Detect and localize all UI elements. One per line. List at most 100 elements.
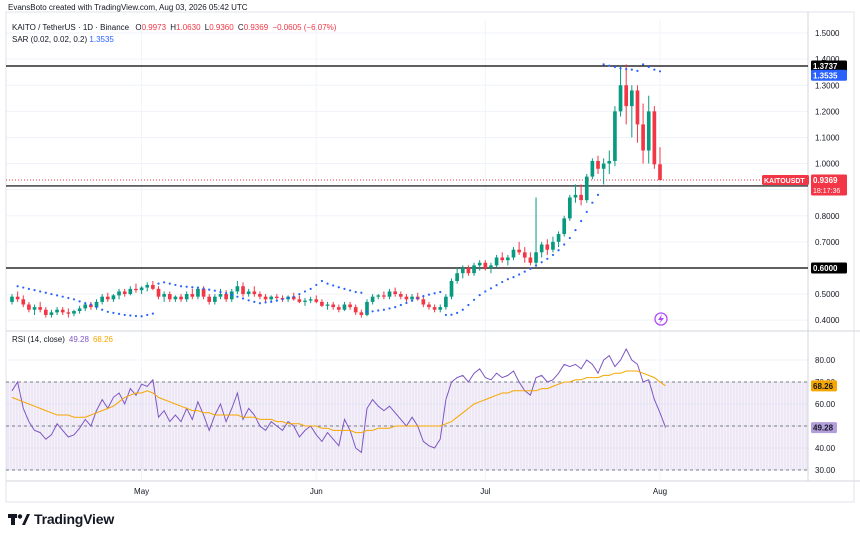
candle-body[interactable] xyxy=(506,257,510,261)
candle-body[interactable] xyxy=(331,304,336,308)
candle-body[interactable] xyxy=(55,309,59,313)
candle-body[interactable] xyxy=(117,291,121,296)
candle-body[interactable] xyxy=(190,294,195,297)
candle-body[interactable] xyxy=(252,291,257,295)
candle-body[interactable] xyxy=(325,304,330,306)
candle-body[interactable] xyxy=(500,257,505,261)
candle-body[interactable] xyxy=(590,160,595,177)
candle-body[interactable] xyxy=(128,288,133,295)
candle-body[interactable] xyxy=(77,308,82,312)
candle-body[interactable] xyxy=(404,296,409,300)
candle-body[interactable] xyxy=(207,296,212,302)
candle-body[interactable] xyxy=(184,294,189,300)
candle-body[interactable] xyxy=(376,295,381,297)
candle-body[interactable] xyxy=(111,295,116,300)
candle-body[interactable] xyxy=(551,241,555,250)
candle-body[interactable] xyxy=(387,291,392,297)
candle-body[interactable] xyxy=(511,249,516,258)
candle-body[interactable] xyxy=(641,124,645,151)
candle-body[interactable] xyxy=(308,299,313,301)
candle-body[interactable] xyxy=(410,296,414,300)
candle-body[interactable] xyxy=(562,218,567,235)
candle-body[interactable] xyxy=(89,304,93,308)
candle-body[interactable] xyxy=(10,296,14,302)
candle-body[interactable] xyxy=(601,163,606,169)
candle-body[interactable] xyxy=(72,311,76,314)
candle-body[interactable] xyxy=(258,294,262,297)
candle-body[interactable] xyxy=(652,111,657,165)
candle-body[interactable] xyxy=(49,312,54,315)
candle-body[interactable] xyxy=(370,296,375,302)
candle-body[interactable] xyxy=(179,296,183,300)
candle-body[interactable] xyxy=(477,262,482,266)
candle-body[interactable] xyxy=(579,194,583,201)
candle-body[interactable] xyxy=(618,85,623,112)
candle-body[interactable] xyxy=(398,294,403,297)
candle-body[interactable] xyxy=(489,265,493,268)
candle-body[interactable] xyxy=(393,291,397,295)
candle-body[interactable] xyxy=(613,111,617,161)
candle-body[interactable] xyxy=(624,85,629,107)
candle-body[interactable] xyxy=(151,284,155,289)
candle-body[interactable] xyxy=(455,273,459,282)
candle-body[interactable] xyxy=(438,307,443,310)
candle-body[interactable] xyxy=(348,304,352,308)
candle-body[interactable] xyxy=(528,257,533,263)
candle-body[interactable] xyxy=(545,244,550,250)
candle-body[interactable] xyxy=(460,267,465,274)
candle-body[interactable] xyxy=(32,307,37,310)
candle-body[interactable] xyxy=(105,296,110,300)
candle-body[interactable] xyxy=(483,262,488,268)
candle-body[interactable] xyxy=(297,299,302,302)
candle-body[interactable] xyxy=(218,294,223,297)
candle-body[interactable] xyxy=(94,301,99,308)
candle-body[interactable] xyxy=(275,296,279,298)
candle-body[interactable] xyxy=(15,296,20,300)
candle-body[interactable] xyxy=(584,176,589,201)
candle-body[interactable] xyxy=(336,307,341,310)
candle-body[interactable] xyxy=(156,288,161,297)
candle-body[interactable] xyxy=(421,299,426,305)
candle-body[interactable] xyxy=(201,288,206,297)
candle-body[interactable] xyxy=(629,90,634,107)
candle-body[interactable] xyxy=(573,194,578,198)
candle-body[interactable] xyxy=(145,284,150,288)
candle-body[interactable] xyxy=(139,287,144,291)
candle-body[interactable] xyxy=(27,304,31,310)
candle-body[interactable] xyxy=(320,301,324,306)
candle-body[interactable] xyxy=(382,295,386,297)
candle-body[interactable] xyxy=(556,234,561,242)
candle-body[interactable] xyxy=(517,249,521,253)
candle-body[interactable] xyxy=(241,286,245,295)
candle-body[interactable] xyxy=(534,252,538,263)
candle-body[interactable] xyxy=(60,309,65,313)
candle-body[interactable] xyxy=(173,296,178,300)
candle-body[interactable] xyxy=(246,291,251,295)
candle-body[interactable] xyxy=(494,257,499,266)
candle-body[interactable] xyxy=(162,294,166,297)
candle-body[interactable] xyxy=(224,294,228,300)
candle-body[interactable] xyxy=(353,307,358,313)
candle-body[interactable] xyxy=(539,244,544,253)
candle-body[interactable] xyxy=(122,291,127,295)
candle-body[interactable] xyxy=(213,296,217,302)
candle-body[interactable] xyxy=(314,299,319,302)
candle-body[interactable] xyxy=(21,299,26,305)
candle-body[interactable] xyxy=(100,296,104,302)
candle-body[interactable] xyxy=(522,252,527,258)
candle-body[interactable] xyxy=(134,288,138,291)
candle-body[interactable] xyxy=(269,296,274,300)
candle-body[interactable] xyxy=(365,301,369,315)
candle-body[interactable] xyxy=(196,288,200,297)
candle-body[interactable] xyxy=(359,312,364,315)
candle-body[interactable] xyxy=(658,164,662,181)
candle-body[interactable] xyxy=(607,160,612,164)
candle-body[interactable] xyxy=(291,296,296,300)
candle-body[interactable] xyxy=(466,267,471,274)
candle-body[interactable] xyxy=(38,307,43,310)
candle-body[interactable] xyxy=(235,286,240,292)
candle-body[interactable] xyxy=(568,197,572,219)
candle-body[interactable] xyxy=(167,294,172,300)
candle-body[interactable] xyxy=(596,160,600,169)
